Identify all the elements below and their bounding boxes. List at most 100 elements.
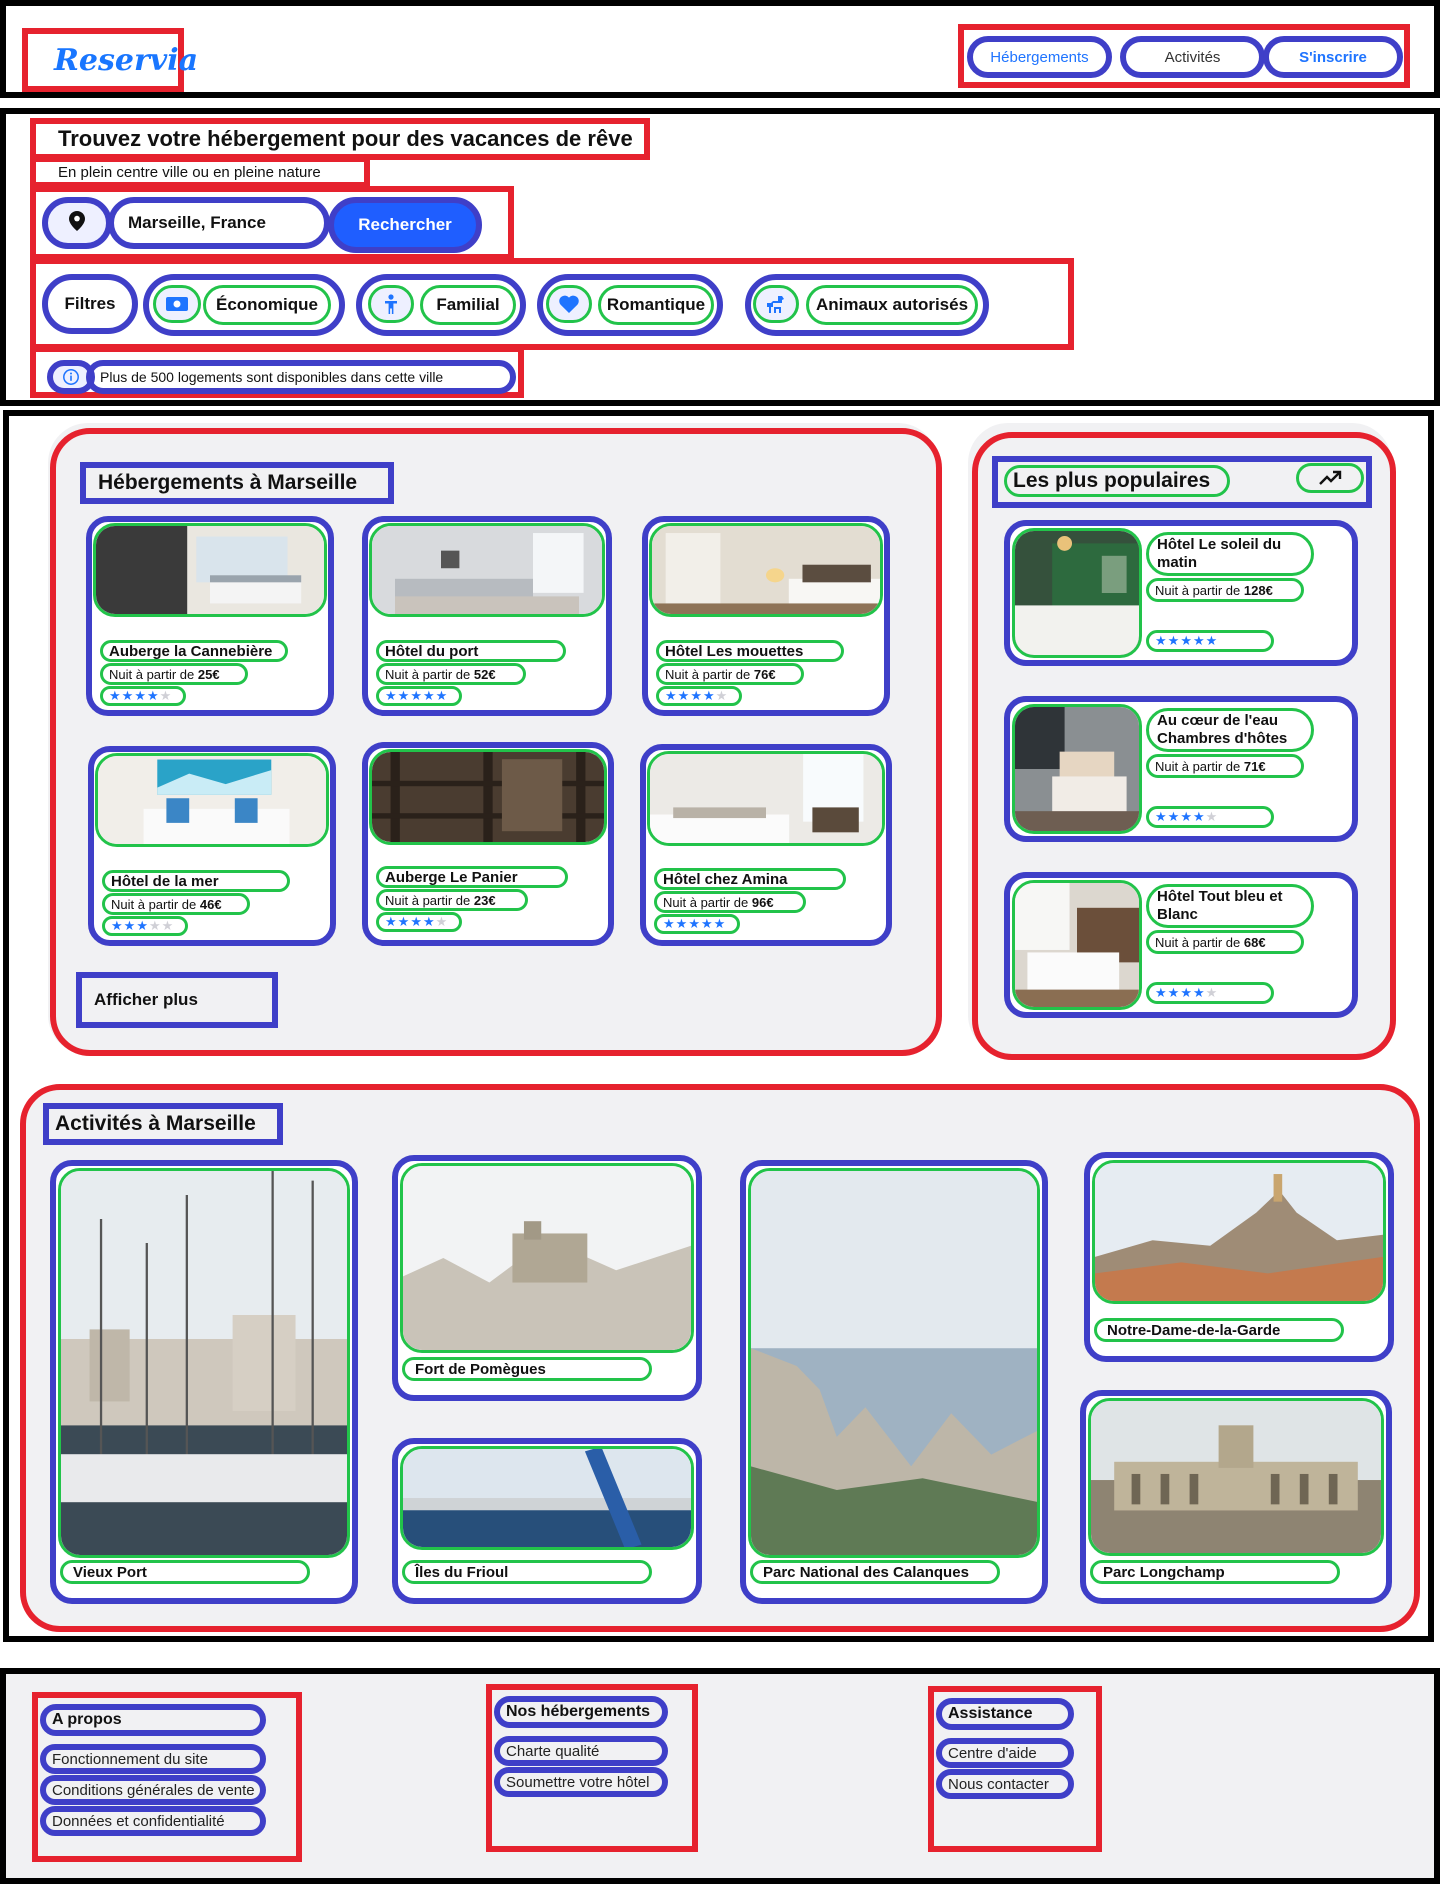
- hebergement-price: Nuit à partir de 76€: [656, 663, 804, 685]
- location-button[interactable]: [42, 197, 112, 249]
- populaires-panel: [972, 432, 1396, 1060]
- star-icon: ★: [688, 916, 701, 931]
- trending-up-icon[interactable]: [1296, 463, 1364, 493]
- hebergement-photo: [369, 749, 607, 845]
- populaire-price: Nuit à partir de 71€: [1146, 754, 1304, 778]
- hero-section: [0, 108, 1440, 406]
- hebergement-name: Hôtel de la mer: [102, 870, 290, 892]
- search-bar: [30, 186, 514, 260]
- money-icon: [153, 285, 201, 323]
- activite-name: Notre-Dame-de-la-Garde: [1094, 1318, 1344, 1342]
- footer-link[interactable]: Conditions générales de vente: [40, 1775, 266, 1805]
- activite-photo: [1088, 1398, 1384, 1556]
- footer-link[interactable]: Données et confidentialité: [40, 1806, 266, 1836]
- footer-heading: Nos hébergements: [494, 1696, 668, 1728]
- star-icon: ★: [1155, 809, 1168, 824]
- activite-photo: [400, 1446, 694, 1550]
- footer-column: [32, 1692, 302, 1862]
- hebergement-photo: [95, 753, 329, 847]
- star-rating: ★★★★★: [1149, 809, 1218, 825]
- star-icon: ★: [1155, 633, 1168, 648]
- hebergement-name: Auberge Le Panier: [376, 866, 568, 888]
- hebergement-name: Auberge la Cannebière: [100, 640, 288, 662]
- star-icon: ★: [136, 918, 149, 933]
- star-rating: ★★★★★: [379, 688, 448, 704]
- populaire-photo: [1012, 704, 1142, 834]
- hebergement-price: Nuit à partir de 25€: [100, 663, 248, 685]
- activite-name: Parc National des Calanques: [750, 1560, 1000, 1584]
- filter-romantique[interactable]: [537, 274, 723, 336]
- logo[interactable]: Reservia: [22, 28, 198, 92]
- star-icon: ★: [1180, 985, 1193, 1000]
- filters-label: Filtres: [42, 274, 138, 334]
- hero-title: Trouvez votre hébergement pour des vacan…: [30, 118, 650, 160]
- populaires-title: Les plus populaires: [1004, 465, 1230, 497]
- star-icon: ★: [385, 914, 398, 929]
- hebergement-photo: [647, 751, 885, 846]
- footer-link[interactable]: Nous contacter: [936, 1769, 1074, 1799]
- star-icon: ★: [1205, 809, 1219, 824]
- activite-name: Îles du Frioul: [402, 1560, 652, 1584]
- star-rating: ★★★★★: [105, 918, 174, 934]
- hebergement-name: Hôtel Les mouettes: [656, 640, 844, 662]
- star-icon: ★: [435, 688, 449, 703]
- filter-familial-label: Familial: [420, 285, 516, 325]
- populaire-name: Hôtel Le soleil du matin: [1146, 532, 1314, 576]
- star-icon: ★: [1155, 985, 1168, 1000]
- star-icon: ★: [702, 688, 716, 703]
- star-rating: ★★★★★: [659, 688, 728, 704]
- nav-signup[interactable]: S'inscrire: [1263, 36, 1403, 78]
- star-rating: ★★★★★: [657, 916, 726, 932]
- star-icon: ★: [700, 916, 714, 931]
- footer-link[interactable]: Charte qualité: [494, 1736, 668, 1766]
- footer-column: [486, 1684, 698, 1852]
- star-icon: ★: [677, 688, 691, 703]
- hebergement-price: Nuit à partir de 52€: [376, 663, 526, 685]
- nav-activites[interactable]: Activités: [1120, 36, 1265, 78]
- star-icon: ★: [1192, 985, 1206, 1000]
- afficher-plus-button[interactable]: Afficher plus: [76, 972, 278, 1028]
- filter-animaux[interactable]: [745, 274, 989, 336]
- hero-subtitle: En plein centre ville ou en pleine natur…: [30, 156, 370, 188]
- activite-photo: [748, 1168, 1040, 1558]
- hebergement-photo: [649, 523, 883, 617]
- star-icon: ★: [422, 914, 436, 929]
- footer-link[interactable]: Soumettre votre hôtel: [494, 1767, 668, 1797]
- search-button[interactable]: Rechercher: [328, 197, 482, 253]
- search-input[interactable]: Marseille, France: [108, 197, 330, 249]
- main-nav: [958, 24, 1410, 88]
- star-rating: ★★★★★: [1149, 985, 1218, 1001]
- dog-icon: [753, 285, 799, 323]
- star-icon: ★: [715, 688, 729, 703]
- nav-hebergements[interactable]: Hébergements: [967, 36, 1112, 78]
- star-icon: ★: [1180, 633, 1193, 648]
- star-icon: ★: [111, 918, 124, 933]
- star-icon: ★: [1167, 985, 1181, 1000]
- footer-link[interactable]: Fonctionnement du site: [40, 1744, 266, 1774]
- filter-familial[interactable]: [356, 274, 526, 336]
- populaires-header: [992, 456, 1372, 508]
- hebergement-rating: ★★★★★: [654, 914, 740, 934]
- populaire-name: Au cœur de l'eau Chambres d'hôtes: [1146, 708, 1314, 752]
- star-icon: ★: [410, 914, 423, 929]
- star-rating: ★★★★★: [1149, 633, 1218, 649]
- footer-link[interactable]: Centre d'aide: [936, 1738, 1074, 1768]
- main-content: [3, 410, 1434, 1642]
- star-icon: ★: [385, 688, 398, 703]
- filter-animaux-label: Animaux autorisés: [806, 285, 978, 325]
- star-icon: ★: [146, 688, 160, 703]
- activite-name: Vieux Port: [60, 1560, 310, 1584]
- populaire-photo: [1012, 528, 1142, 658]
- star-icon: ★: [1205, 633, 1219, 648]
- star-icon: ★: [410, 688, 423, 703]
- populaire-rating: ★★★★★: [1146, 982, 1274, 1004]
- activites-title: Activités à Marseille: [43, 1103, 283, 1145]
- filter-economique[interactable]: [143, 274, 345, 336]
- hebergement-photo: [369, 523, 605, 617]
- star-icon: ★: [675, 916, 689, 931]
- hebergement-price: Nuit à partir de 96€: [654, 891, 806, 913]
- filter-economique-label: Économique: [203, 285, 331, 325]
- star-icon: ★: [161, 918, 175, 933]
- star-icon: ★: [690, 688, 703, 703]
- star-icon: ★: [665, 688, 678, 703]
